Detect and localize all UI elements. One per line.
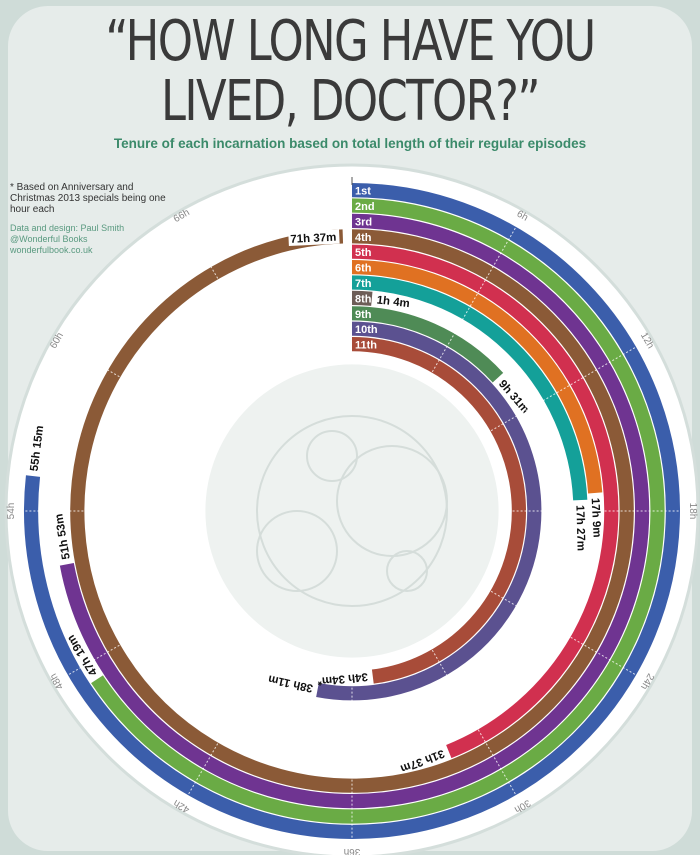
- subtitle: Tenure of each incarnation based on tota…: [113, 136, 587, 151]
- ring-bar-7th: [351, 275, 588, 501]
- ring-label-10th: 10th: [355, 324, 378, 336]
- ring-bar-4th: [70, 229, 634, 793]
- value-label-1st: 55h 15m: [29, 425, 47, 472]
- ring-bar-9th: [351, 306, 504, 383]
- credit-line: @Wonderful Books: [10, 234, 88, 244]
- ring-label-9th: 9th: [355, 309, 372, 321]
- credits: Data and design: Paul Smith @Wonderful B…: [10, 223, 124, 256]
- tick-label: 18h: [687, 503, 698, 520]
- credit-line: Data and design: Paul Smith: [10, 223, 125, 233]
- footnote: * Based on Anniversary and Christmas 201…: [10, 182, 166, 215]
- value-label-7th: 17h 27m: [573, 505, 586, 551]
- tick-label: 54h: [6, 503, 17, 520]
- ring-label-7th: 7th: [355, 278, 372, 290]
- tick-label: 6h: [515, 209, 530, 224]
- ring-bar-11th: [351, 337, 526, 684]
- ring-label-3rd: 3rd: [355, 216, 372, 228]
- clockwork-gear: [386, 550, 428, 592]
- title-line-2: LIVED, DOCTOR?”: [161, 69, 540, 134]
- value-label-4th: 71h 37m: [290, 232, 337, 246]
- ring-bar-6th: [351, 260, 603, 494]
- ring-label-8th: 8th: [355, 293, 372, 305]
- value-label-11th: 34h 34m*: [316, 670, 368, 687]
- title-line-1: “HOW LONG HAVE YOU: [105, 9, 596, 74]
- ring-bar-2nd: [91, 198, 665, 824]
- clockwork-gear: [336, 445, 448, 557]
- ring-bar-1st: [24, 183, 680, 839]
- page-title: “HOW LONG HAVE YOU LIVED, DOCTOR?”: [70, 12, 630, 132]
- credit-link: wonderfulbook.co.uk: [10, 245, 93, 255]
- clockwork-gear: [306, 430, 358, 482]
- ring-label-2nd: 2nd: [355, 201, 375, 213]
- ring-bar-5th: [351, 244, 619, 759]
- tick-label: 36h: [344, 846, 361, 855]
- ring-label-11th: 11th: [355, 340, 377, 352]
- ring-bar-10th: [316, 321, 542, 701]
- ring-label-1st: 1st: [355, 186, 371, 198]
- value-label-8th: 1h 4m: [376, 294, 410, 310]
- clockwork-gear: [256, 510, 338, 592]
- value-label-box-4th: [288, 229, 340, 247]
- ring-bar-8th: [351, 290, 373, 306]
- ring-bar-3rd: [59, 213, 650, 809]
- clockwork-backdrop: [205, 364, 499, 658]
- ring-label-5th: 5th: [355, 247, 372, 259]
- ring-label-6th: 6th: [355, 263, 372, 275]
- value-label-6th: 17h 9m: [589, 498, 603, 538]
- ring-label-4th: 4th: [355, 232, 372, 244]
